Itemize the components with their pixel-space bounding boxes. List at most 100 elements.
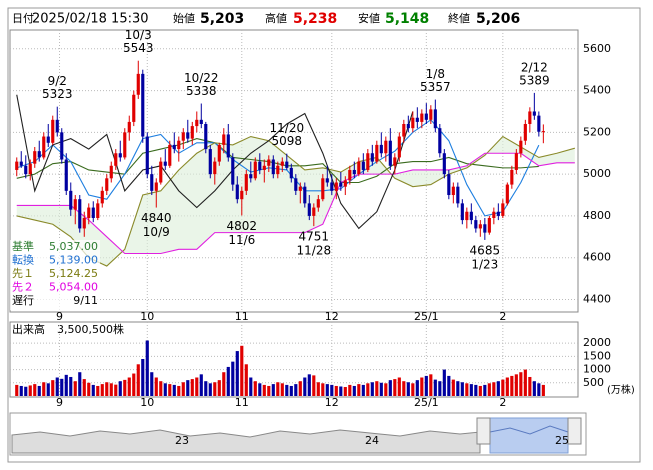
legend-value: 5,037.00	[49, 240, 98, 253]
legend-value: 5,139.00	[49, 254, 98, 267]
candle-body	[262, 165, 266, 170]
candle-body	[420, 113, 424, 122]
candle-body	[235, 184, 239, 200]
volume-bar	[222, 372, 226, 396]
volume-bar	[141, 359, 145, 396]
volume-bar	[447, 375, 451, 396]
volume-bar	[46, 383, 50, 396]
volume-bar	[159, 381, 163, 396]
annotation-date: 11/28	[297, 244, 332, 258]
volume-bar	[406, 382, 410, 396]
volume-bar	[145, 340, 149, 396]
volume-bar	[370, 382, 374, 396]
volume-bar	[523, 369, 527, 396]
candle-body	[415, 117, 419, 122]
header-value: 5,238	[293, 11, 337, 27]
x-tick-label: 2	[499, 396, 506, 409]
volume-bar	[384, 383, 388, 396]
candle-body	[105, 178, 109, 191]
x-tick-label: 25/1	[414, 396, 439, 409]
volume-bar	[334, 385, 338, 396]
volume-bar	[429, 374, 433, 396]
candle-body	[199, 119, 203, 124]
volume-bar	[199, 374, 203, 396]
annotation-value: 5338	[186, 84, 217, 98]
legend-name: 基準	[12, 239, 34, 253]
candle-body	[195, 119, 199, 127]
candle-body	[451, 186, 455, 196]
volume-bar	[330, 384, 334, 396]
volume-bar	[451, 379, 455, 396]
y-tick-label: 4400	[583, 292, 611, 305]
indicator-line	[16, 135, 575, 267]
candle-body	[303, 186, 307, 204]
volume-bar	[312, 375, 316, 396]
candle-body	[510, 169, 514, 185]
candle-body	[55, 119, 59, 133]
volume-bar	[397, 377, 401, 396]
volume-bar	[496, 381, 500, 396]
navigator-left-handle[interactable]	[476, 417, 491, 445]
candle-body	[343, 180, 347, 187]
candle-body	[348, 169, 352, 181]
navigator-window[interactable]	[489, 417, 569, 454]
volume-bar	[217, 380, 221, 396]
volume-bar	[195, 377, 199, 396]
annotation-date: 1/8	[426, 67, 445, 81]
candle-body	[375, 144, 379, 162]
candle-body	[523, 124, 527, 141]
candle-body	[46, 136, 50, 143]
candle-body	[159, 161, 163, 183]
volume-bar	[240, 345, 244, 396]
volume-bar	[91, 384, 95, 396]
volume-bar	[204, 381, 208, 396]
x-tick-label: 12	[325, 310, 339, 323]
annotation-value: 5323	[42, 87, 73, 101]
candle-body	[469, 211, 473, 221]
volume-bar	[262, 384, 266, 396]
volume-bar	[298, 381, 302, 396]
candle-body	[429, 109, 433, 120]
volume-bar	[109, 383, 113, 396]
volume-bar	[51, 380, 55, 396]
candle-body	[118, 153, 122, 158]
candle-body	[141, 73, 145, 137]
candle-body	[163, 161, 167, 166]
volume-bar	[172, 384, 176, 396]
volume-bar	[474, 384, 478, 396]
candle-body	[474, 220, 478, 229]
candle-body	[177, 140, 181, 150]
candle-body	[478, 224, 482, 229]
volume-bar	[96, 385, 100, 396]
volume-bar	[456, 381, 460, 396]
x-tick-label: 11	[235, 310, 249, 323]
candle-body	[294, 178, 298, 191]
candle-body	[532, 111, 536, 116]
volume-bar	[541, 384, 545, 396]
indicator-line	[16, 94, 414, 230]
volume-tick-label: 500	[583, 376, 604, 389]
candle-body	[172, 144, 176, 150]
candle-body	[325, 178, 329, 183]
candle-body	[505, 184, 509, 204]
candle-body	[69, 190, 73, 210]
legend-name: 遅行	[12, 294, 34, 307]
navigator-label: 24	[365, 434, 379, 447]
legend-name: 先２	[12, 281, 34, 294]
candle-body	[33, 151, 37, 164]
x-tick-label: 10	[140, 396, 154, 409]
candle-body	[379, 144, 383, 154]
volume-tick-label: 1000	[583, 363, 611, 376]
volume-unit: (万株)	[607, 383, 635, 396]
x-tick-label: 9	[56, 310, 63, 323]
candle-body	[15, 161, 19, 170]
candle-body	[96, 203, 100, 218]
navigator-right-handle[interactable]	[567, 417, 582, 445]
candle-body	[357, 161, 361, 175]
candle-body	[132, 94, 136, 122]
annotation-value: 4685	[470, 243, 501, 257]
volume-bar	[492, 382, 496, 396]
volume-bar	[28, 385, 32, 396]
candle-body	[411, 117, 415, 129]
volume-panel	[9, 321, 579, 398]
